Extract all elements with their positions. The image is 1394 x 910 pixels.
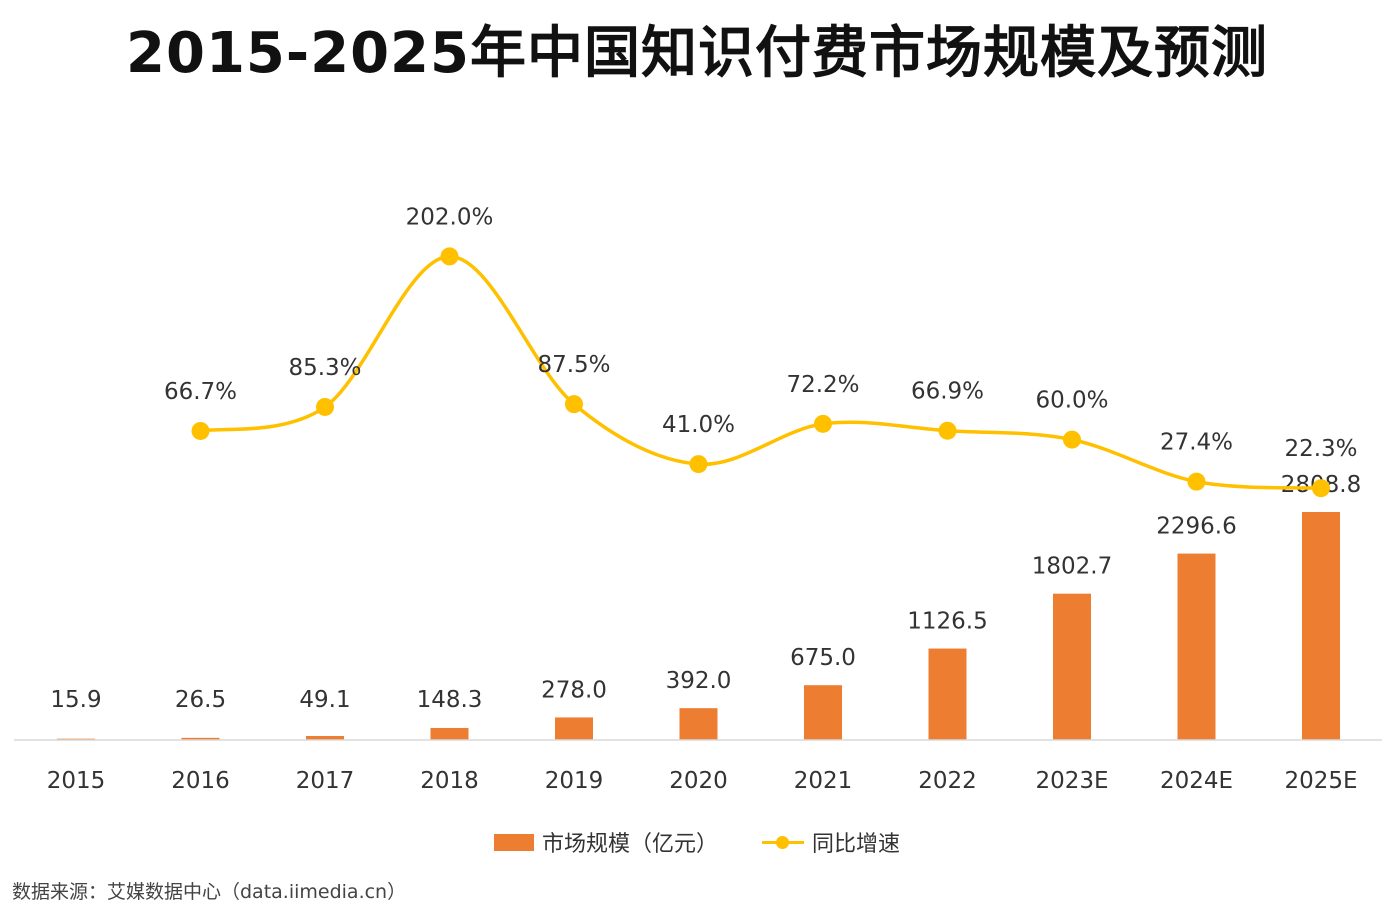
growth-point-2025E	[1312, 479, 1330, 498]
bar-labels-layer: 15.9 26.5 49.1 148.3 278.0 392.0 675.0 1126.5 18…	[50, 472, 1361, 713]
source-note: 数据来源：艾媒数据中心（data.iimedia.cn）	[12, 881, 407, 903]
bar-2025E	[1302, 512, 1340, 740]
growth-point-2021	[814, 414, 832, 433]
bar-2023E	[1053, 593, 1091, 740]
growth-point-2022	[938, 421, 957, 440]
growth-label-2023E: 60.0%	[1035, 388, 1108, 414]
growth-label-2025E: 22.3%	[1284, 436, 1357, 462]
growth-points-layer	[191, 247, 1330, 498]
bar-2021	[804, 685, 842, 740]
growth-point-2023E	[1063, 430, 1081, 449]
growth-point-2024E	[1187, 472, 1206, 491]
growth-rate-line	[200, 254, 1322, 490]
x-tick-2017: 2017	[296, 768, 355, 794]
x-tick-2024E: 2024E	[1160, 768, 1233, 794]
growth-label-2022: 66.9%	[911, 379, 984, 405]
bar-label-2022: 1126.5	[907, 609, 987, 635]
bars-layer	[57, 512, 1340, 740]
growth-point-2019	[565, 395, 583, 414]
x-tick-2018: 2018	[420, 768, 479, 794]
bar-label-2018: 148.3	[417, 687, 483, 713]
growth-point-2018	[440, 247, 459, 266]
x-tick-2016: 2016	[171, 768, 230, 794]
growth-point-2017	[316, 397, 334, 416]
bar-2019	[555, 717, 593, 740]
legend-line-label: 同比增速	[812, 832, 901, 857]
bar-2018	[430, 727, 469, 740]
bar-2020	[679, 708, 718, 740]
x-tick-2025E: 2025E	[1284, 768, 1357, 794]
bar-label-2020: 392.0	[666, 668, 732, 694]
growth-label-2018: 202.0%	[406, 204, 494, 230]
legend-item-bar[interactable]: 市场规模（亿元）	[493, 826, 718, 858]
growth-labels-layer: 66.7% 85.3% 202.0% 87.5% 41.0% 72.2% 66.9% 60.0…	[164, 204, 1358, 462]
x-tick-2023E: 2023E	[1035, 768, 1108, 794]
x-tick-2021: 2021	[794, 768, 853, 794]
bar-label-2019: 278.0	[541, 677, 607, 703]
bar-2016	[181, 737, 220, 740]
x-tick-2020: 2020	[669, 768, 728, 794]
bar-label-2023E: 1802.7	[1032, 554, 1112, 580]
growth-label-2020: 41.0%	[662, 412, 735, 438]
bar-label-2021: 675.0	[790, 645, 856, 671]
legend-item-line[interactable]: 同比增速	[762, 826, 900, 858]
legend-line-swatch	[762, 834, 804, 851]
legend-bar-swatch	[493, 833, 534, 851]
bar-label-2017: 49.1	[299, 687, 350, 713]
growth-point-2016	[191, 421, 210, 440]
bar-2024E	[1177, 553, 1216, 740]
growth-label-2024E: 27.4%	[1160, 430, 1233, 456]
bar-2017	[306, 736, 344, 740]
growth-point-2020	[689, 455, 708, 474]
legend: 市场规模（亿元） 同比增速	[0, 822, 1394, 862]
growth-label-2017: 85.3%	[288, 355, 361, 381]
chart-title: 2015-2025年中国知识付费市场规模及预测	[126, 21, 1268, 86]
bar-label-2015: 15.9	[50, 687, 101, 713]
growth-label-2016: 66.7%	[164, 379, 237, 405]
x-tick-2015: 2015	[47, 768, 106, 794]
x-tick-labels: 2015 2016 2017 2018 2019 2020 2021 2022 2023E 202…	[47, 768, 1358, 794]
bar-label-2024E: 2296.6	[1156, 514, 1236, 540]
bar-label-2016: 26.5	[175, 687, 226, 713]
growth-label-2021: 72.2%	[786, 372, 859, 398]
growth-label-2019: 87.5%	[537, 352, 610, 378]
bar-2022	[928, 648, 967, 740]
x-tick-2019: 2019	[545, 768, 604, 794]
x-tick-2022: 2022	[918, 768, 977, 794]
legend-bar-label: 市场规模（亿元）	[541, 832, 718, 857]
